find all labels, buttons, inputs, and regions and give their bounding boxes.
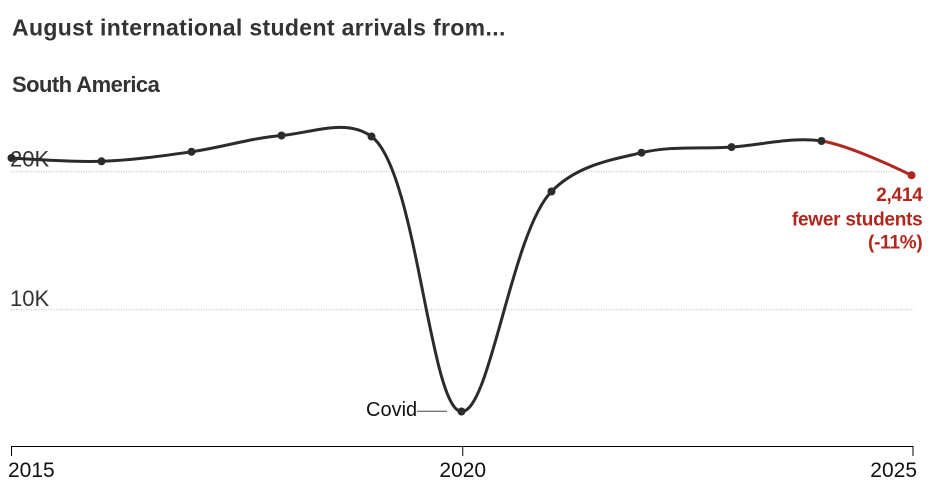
svg-text:South America: South America: [12, 72, 161, 97]
svg-text:2020: 2020: [439, 459, 486, 482]
svg-text:August international student a: August international student arrivals fr…: [12, 15, 506, 41]
svg-text:10K: 10K: [10, 286, 49, 311]
svg-text:(-11%): (-11%): [868, 233, 922, 254]
svg-text:2025: 2025: [870, 459, 917, 482]
svg-text:Covid: Covid: [366, 399, 417, 421]
svg-text:2,414: 2,414: [876, 185, 923, 206]
svg-text:fewer students: fewer students: [792, 210, 923, 231]
svg-text:2015: 2015: [8, 459, 55, 482]
